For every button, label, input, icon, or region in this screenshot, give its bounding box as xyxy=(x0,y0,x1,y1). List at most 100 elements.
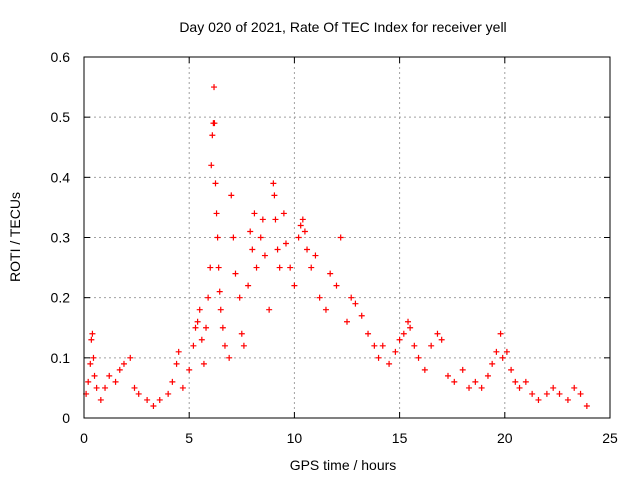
y-tick-label: 0 xyxy=(62,410,70,426)
data-point xyxy=(186,366,193,373)
data-point xyxy=(274,246,281,253)
data-point xyxy=(270,180,277,187)
data-point xyxy=(508,366,515,373)
data-point xyxy=(212,180,219,187)
data-point xyxy=(299,216,306,223)
data-point xyxy=(438,336,445,343)
y-tick-label: 0.1 xyxy=(51,350,71,366)
y-tick-label: 0.3 xyxy=(51,230,71,246)
x-tick-label: 0 xyxy=(80,430,88,446)
data-point xyxy=(150,402,157,409)
data-point xyxy=(344,318,350,325)
data-point xyxy=(489,360,496,367)
data-point xyxy=(175,348,182,355)
data-point xyxy=(304,246,311,253)
data-point xyxy=(434,330,441,337)
data-point xyxy=(503,348,510,355)
data-point xyxy=(564,396,571,403)
data-point xyxy=(386,360,393,367)
data-point xyxy=(348,294,355,301)
data-point xyxy=(221,342,228,349)
data-point xyxy=(216,288,223,295)
data-point xyxy=(276,264,283,271)
data-point xyxy=(365,330,372,337)
data-point xyxy=(497,330,504,337)
data-point xyxy=(466,384,473,391)
data-point xyxy=(156,396,163,403)
data-point xyxy=(192,324,199,331)
data-point xyxy=(375,354,382,361)
y-tick-label: 0.4 xyxy=(51,169,71,185)
data-point xyxy=(247,228,254,235)
data-point xyxy=(106,372,113,379)
data-point xyxy=(190,342,197,349)
data-points xyxy=(83,84,590,409)
data-point xyxy=(208,162,215,169)
grid xyxy=(84,57,610,418)
data-point xyxy=(87,360,94,367)
data-point xyxy=(251,210,258,217)
data-point xyxy=(211,84,218,91)
data-point xyxy=(556,390,563,397)
data-point xyxy=(291,282,298,289)
data-point xyxy=(379,342,386,349)
data-point xyxy=(571,384,578,391)
data-point xyxy=(90,354,97,361)
data-point xyxy=(238,330,245,337)
data-point xyxy=(230,234,237,241)
data-point xyxy=(301,228,308,235)
data-point xyxy=(280,210,287,217)
data-point xyxy=(543,390,550,397)
data-point xyxy=(358,312,365,319)
data-point xyxy=(459,366,466,373)
data-point xyxy=(371,342,378,349)
data-point xyxy=(219,324,226,331)
data-point xyxy=(194,318,201,325)
data-point xyxy=(102,384,109,391)
data-point xyxy=(428,342,435,349)
x-tick-label: 25 xyxy=(602,430,618,446)
data-point xyxy=(400,330,407,337)
x-tick-label: 10 xyxy=(287,430,303,446)
data-point xyxy=(205,294,212,301)
data-point xyxy=(203,324,210,331)
data-point xyxy=(421,366,428,373)
data-point xyxy=(407,324,414,331)
data-point xyxy=(472,378,479,385)
data-point xyxy=(88,336,95,343)
data-point xyxy=(261,252,268,259)
data-point xyxy=(240,342,247,349)
x-tick-label: 15 xyxy=(392,430,408,446)
data-point xyxy=(415,354,422,361)
data-point xyxy=(200,360,207,367)
y-tick-label: 0.6 xyxy=(51,49,71,65)
data-point xyxy=(333,282,340,289)
data-point xyxy=(444,372,451,379)
data-point xyxy=(535,396,542,403)
data-point xyxy=(352,300,359,307)
data-point xyxy=(127,354,134,361)
data-point xyxy=(451,378,458,385)
data-point xyxy=(196,306,203,313)
data-point xyxy=(257,234,264,241)
data-point xyxy=(259,216,266,223)
y-tick-label: 0.2 xyxy=(51,290,71,306)
data-point xyxy=(207,264,214,271)
data-point xyxy=(297,222,304,229)
axis-ticks: 0 5 10 15 20 25 0 0.1 0.2 0.3 0.4 0.5 0.6 xyxy=(51,49,618,446)
data-point xyxy=(282,240,289,247)
data-point xyxy=(131,384,138,391)
data-point xyxy=(179,384,186,391)
data-point xyxy=(173,360,180,367)
data-point xyxy=(405,318,412,325)
data-point xyxy=(217,306,224,313)
data-point xyxy=(232,270,239,277)
data-point xyxy=(316,294,323,301)
data-point xyxy=(97,396,104,403)
data-point xyxy=(266,306,273,313)
data-point xyxy=(91,372,98,379)
data-point xyxy=(144,396,151,403)
data-point xyxy=(396,336,403,343)
data-point xyxy=(512,378,519,385)
